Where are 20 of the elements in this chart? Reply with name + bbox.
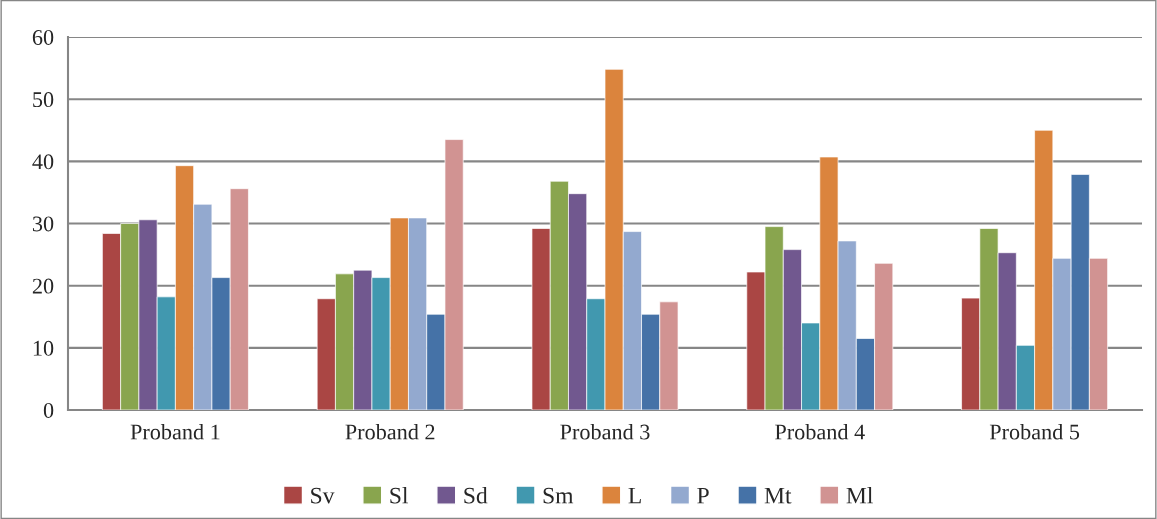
x-tick-label: Proband 2 — [345, 423, 435, 440]
y-tick-label: 50 — [33, 92, 54, 108]
y-tick-label: 40 — [32, 154, 54, 170]
x-tick-label: Proband 5 — [989, 423, 1080, 440]
x-tick-label: Proband 1 — [130, 423, 220, 440]
legend-label: Sv — [311, 487, 335, 504]
y-tick-label: 10 — [33, 340, 54, 356]
legend-label: Ml — [846, 486, 873, 504]
y-tick-label: 30 — [32, 216, 54, 232]
y-tick-label: 60 — [32, 29, 54, 45]
y-tick-label: 20 — [32, 278, 54, 294]
legend-label: Sm — [543, 487, 574, 504]
x-tick-label: Proband 3 — [560, 423, 650, 440]
legend-label: Mt — [764, 487, 792, 504]
legend-label: Sl — [390, 486, 409, 504]
x-tick-label: Proband 4 — [775, 423, 865, 440]
y-tick-label: 0 — [43, 402, 54, 418]
legend-label: P — [697, 487, 709, 504]
legend-label: L — [628, 487, 641, 504]
legend-label: Sd — [464, 486, 488, 504]
